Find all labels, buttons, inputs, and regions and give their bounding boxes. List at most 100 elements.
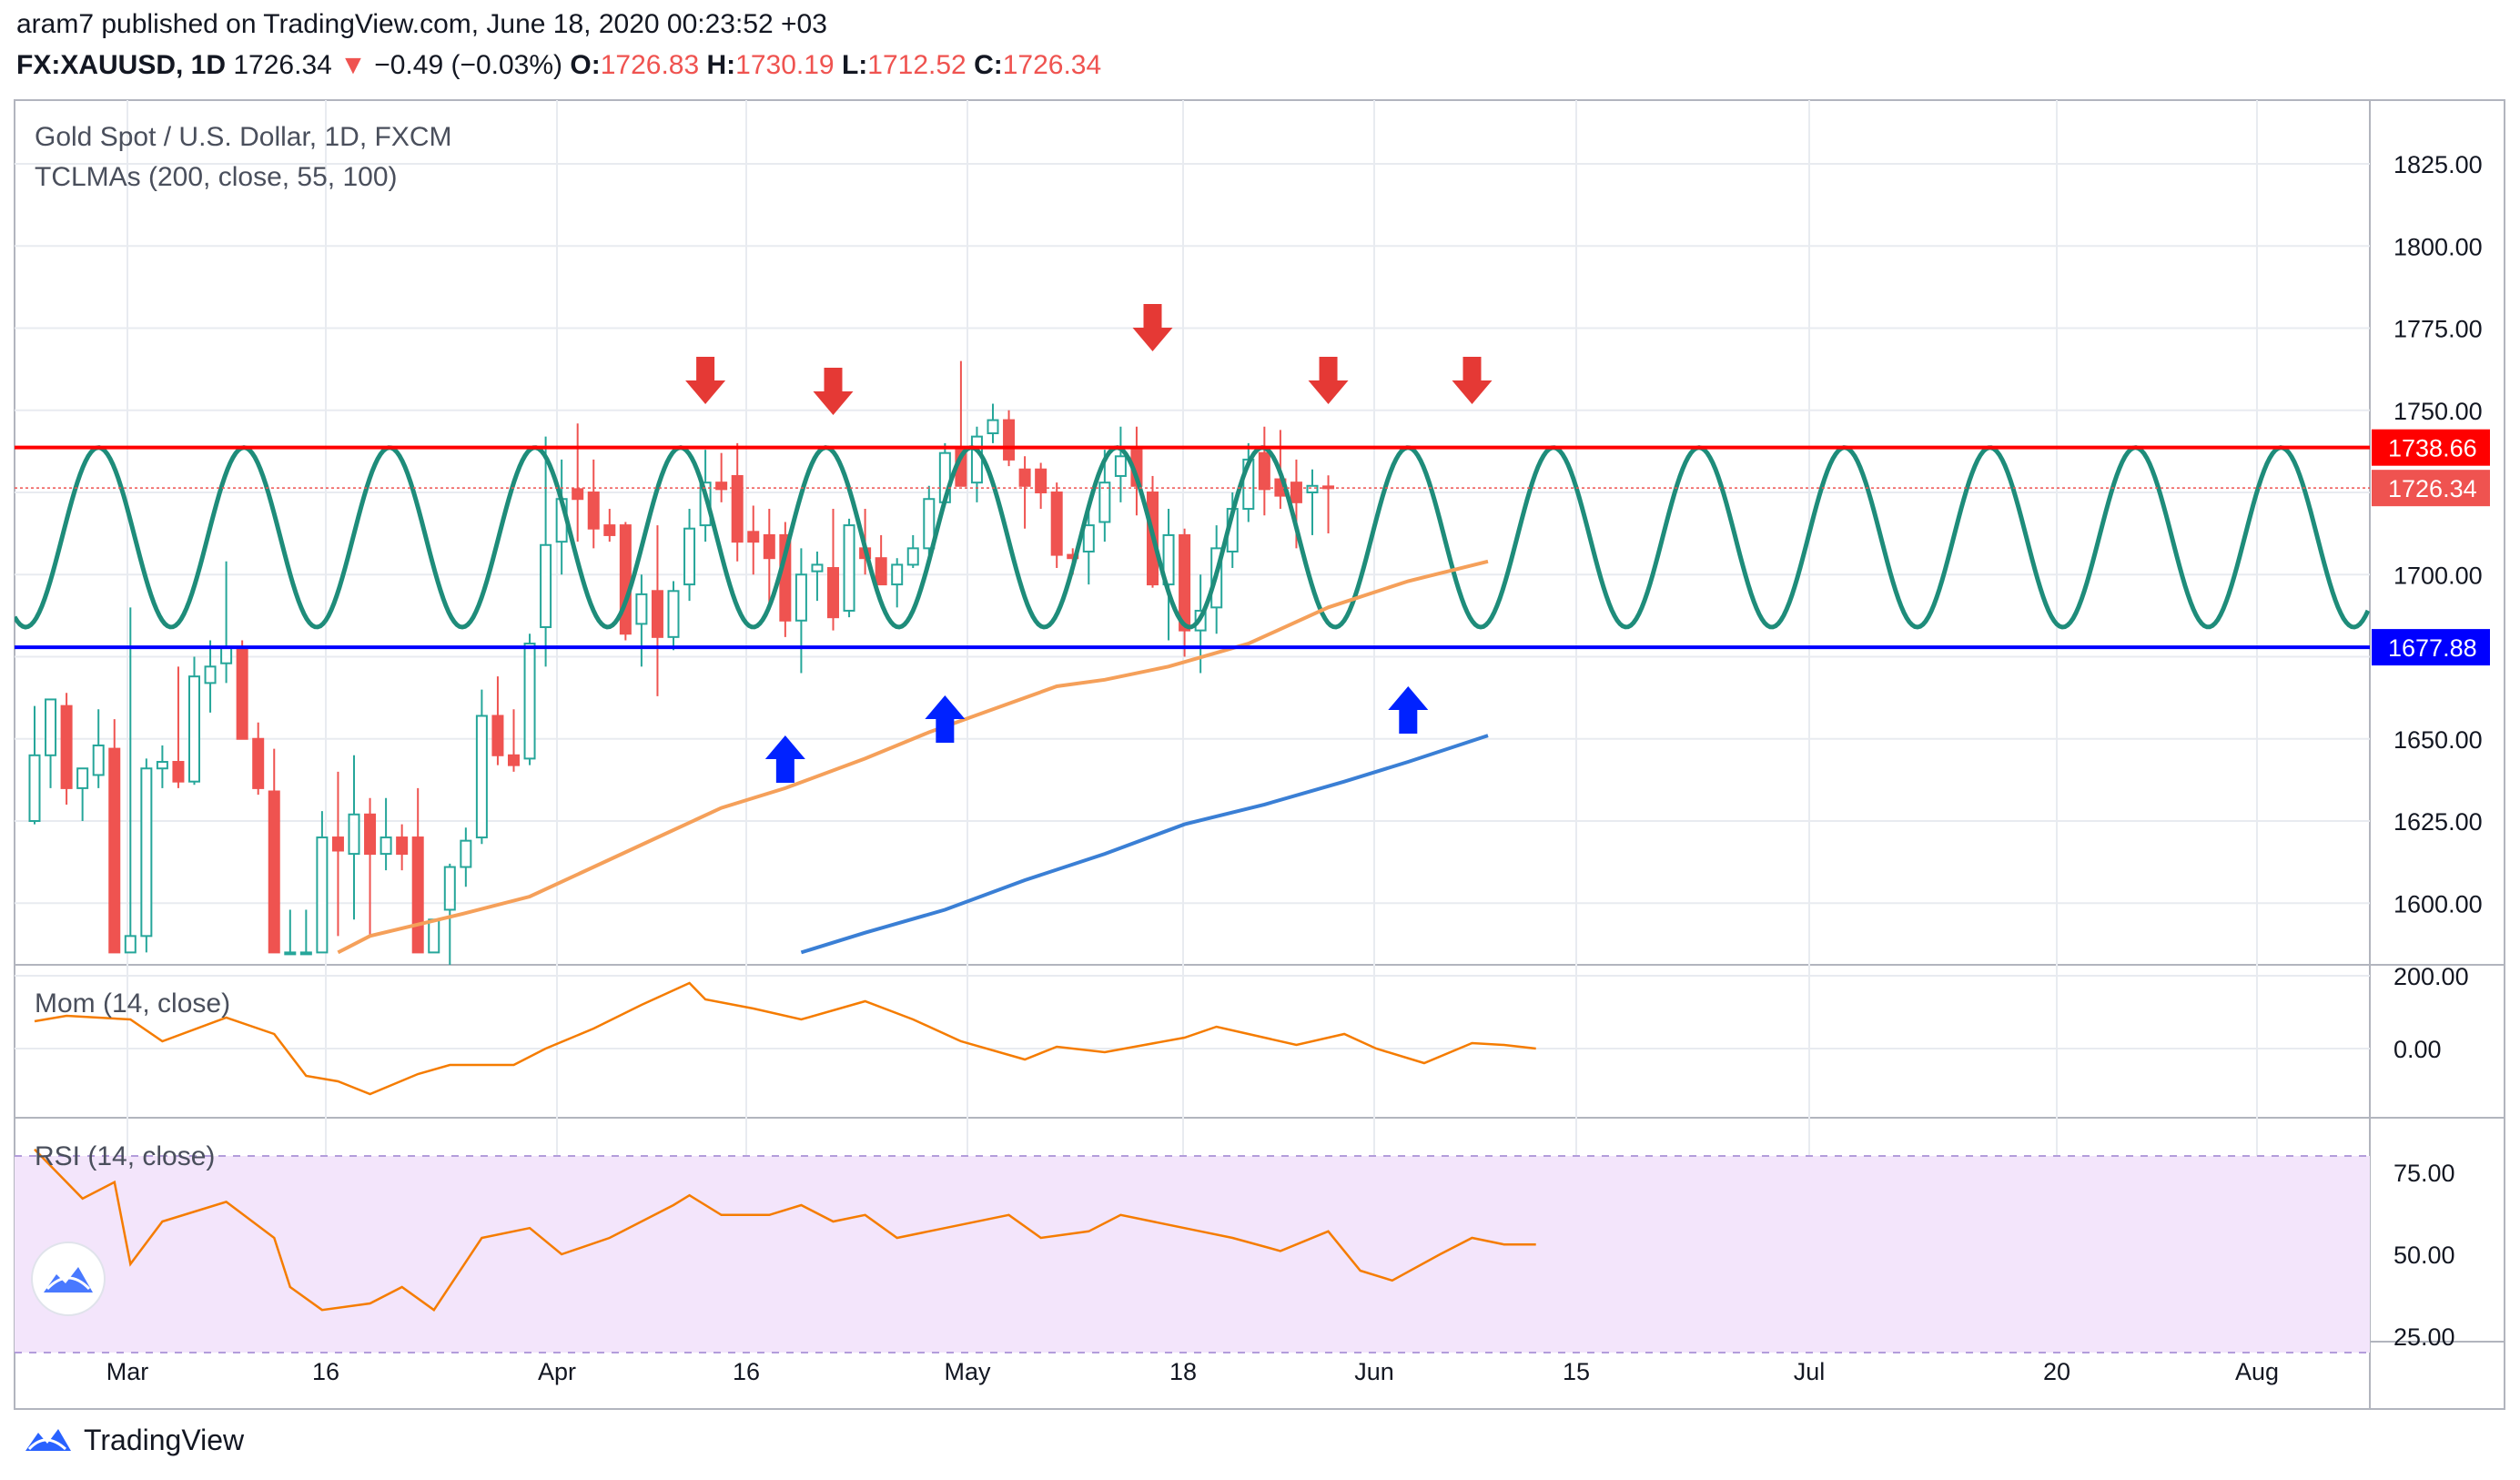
candle-up — [428, 918, 440, 954]
mom-legend[interactable]: Mom (14, close) — [35, 988, 230, 1019]
candle-down — [1050, 492, 1063, 556]
candle-up — [348, 813, 360, 856]
x-axis-label: 20 — [2043, 1358, 2070, 1385]
x-axis-label: Jun — [1354, 1358, 1394, 1385]
rsi-axis-label: 50.00 — [2393, 1242, 2455, 1269]
ma-100-line — [800, 734, 1489, 955]
x-axis-label: Apr — [538, 1358, 576, 1385]
candle-up — [380, 836, 392, 856]
price-axis-label: 1825.00 — [2393, 151, 2483, 178]
candle-up — [1114, 455, 1127, 477]
last-price-tag: 1726.34 — [2388, 475, 2477, 502]
price-axis-label: 1750.00 — [2393, 398, 2483, 425]
price-axis-label: 1800.00 — [2393, 233, 2483, 260]
candle-up — [204, 665, 217, 684]
candle-down — [715, 482, 728, 491]
candle-up — [843, 524, 855, 612]
candle-up — [699, 482, 712, 527]
mom-axis-label: 0.00 — [2393, 1036, 2442, 1063]
momentum-pane[interactable] — [34, 981, 1536, 1096]
x-axis-label: 16 — [312, 1358, 339, 1385]
candle-down — [364, 813, 377, 856]
main-pane-title: Gold Spot / U.S. Dollar, 1D, FXCM — [35, 122, 451, 152]
candle-up — [1306, 484, 1319, 494]
support-price-tag: 1677.88 — [2388, 634, 2477, 662]
candle-up — [316, 836, 329, 954]
price-axis-label: 1700.00 — [2393, 562, 2483, 589]
down-arrow-icon — [813, 368, 854, 415]
candle-down — [651, 590, 663, 638]
axis-labels: Mar 16 Apr 16 May 18 Jun 15 Jul 20 Aug 1825.00 1800.… — [106, 151, 2490, 1385]
footer-brand-label: TradingView — [84, 1423, 245, 1456]
candle-down — [1322, 485, 1335, 490]
price-axis-label: 1775.00 — [2393, 316, 2483, 343]
candle-up — [156, 761, 168, 770]
candle-down — [491, 715, 504, 756]
candle-down — [1258, 451, 1270, 491]
tradingview-logo-button[interactable] — [31, 1242, 106, 1316]
candle-down — [572, 488, 584, 501]
rsi-band — [15, 1155, 2370, 1353]
last-price-tag-bg — [2372, 470, 2490, 507]
annotation-arrows — [685, 304, 1493, 783]
low-value: 1712.52 — [867, 50, 967, 80]
x-axis-label: Aug — [2235, 1358, 2279, 1385]
last-price: 1726.34 — [233, 50, 332, 80]
candle-up — [220, 645, 233, 664]
symbol-label[interactable]: FX:XAUUSD, 1D — [16, 50, 227, 80]
low-label: L: — [841, 50, 868, 80]
ma-55-line — [337, 559, 1489, 955]
candle-down — [411, 836, 424, 954]
candle-up — [906, 547, 919, 566]
candle-up — [284, 951, 297, 956]
open-label: O: — [570, 50, 601, 80]
candle-up — [523, 643, 536, 760]
grid-lines — [15, 100, 2370, 1342]
candle-down — [603, 524, 616, 536]
up-arrow-icon — [925, 695, 966, 743]
tradingview-cloud-icon — [25, 1429, 71, 1451]
candle-up — [45, 698, 57, 756]
rsi-pane[interactable] — [34, 1148, 1536, 1312]
candle-up — [891, 563, 904, 586]
candle-up — [923, 498, 936, 550]
rsi-legend[interactable]: RSI (14, close) — [35, 1141, 215, 1171]
candle-down — [827, 567, 839, 619]
candle-up — [970, 435, 983, 484]
chart-frame — [14, 99, 2505, 1410]
momentum-line — [34, 981, 1536, 1096]
candle-down — [331, 836, 344, 852]
candle-up — [28, 754, 41, 822]
candle-down — [172, 761, 185, 783]
candle-up — [1082, 524, 1095, 552]
candle-up — [987, 419, 999, 435]
candle-down — [268, 790, 280, 954]
close-label: C: — [974, 50, 1003, 80]
candle-down — [236, 645, 248, 740]
price-axis-label: 1625.00 — [2393, 808, 2483, 836]
indicator-legend[interactable]: TCLMAs (200, close, 55, 100) — [35, 162, 398, 192]
x-axis-label: 16 — [733, 1358, 760, 1385]
down-arrow-icon — [1132, 304, 1173, 351]
mom-axis-label: 200.00 — [2393, 963, 2469, 990]
candle-down — [396, 836, 409, 856]
candle-down — [60, 705, 73, 789]
candle-down — [252, 737, 265, 789]
candle-down — [619, 524, 632, 635]
candle-down — [763, 533, 775, 560]
high-label: H: — [706, 50, 736, 80]
x-axis-label: Mar — [106, 1358, 149, 1385]
candle-up — [635, 593, 648, 625]
rsi-line — [34, 1148, 1536, 1312]
candle-up — [140, 767, 153, 938]
candle-up — [92, 744, 105, 776]
main-price-pane[interactable] — [15, 360, 2370, 969]
candle-up — [475, 715, 488, 839]
change-value: −0.49 (−0.03%) — [374, 50, 563, 80]
candle-up — [1098, 482, 1111, 523]
open-value: 1726.83 — [600, 50, 700, 80]
candle-up — [811, 563, 824, 573]
footer-brand[interactable]: TradingView — [20, 1420, 244, 1460]
price-axis-label: 1600.00 — [2393, 890, 2483, 917]
